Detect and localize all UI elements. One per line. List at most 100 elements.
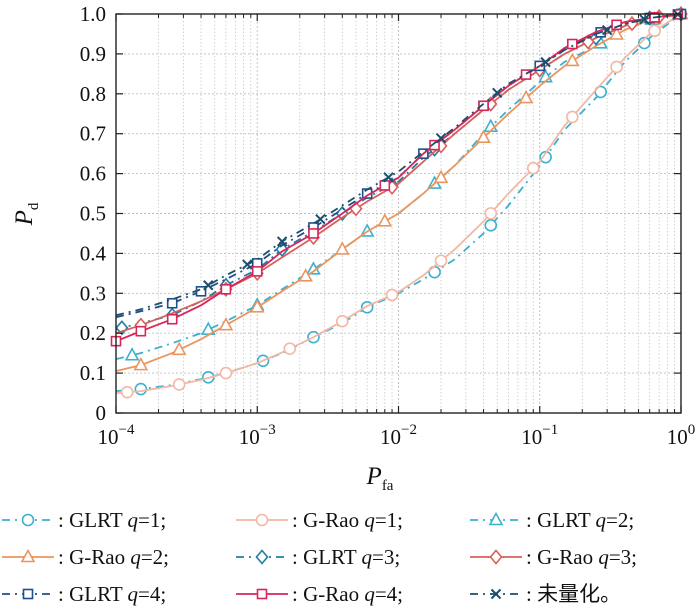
- data-point-marker: [639, 14, 650, 25]
- y-tick-label: 0.6: [80, 162, 106, 186]
- y-tick-label: 0.9: [80, 42, 106, 66]
- series-5: [115, 6, 688, 336]
- data-point-marker: [171, 341, 187, 356]
- data-point-marker: [492, 87, 503, 99]
- data-point-marker: [489, 549, 503, 565]
- data-point-marker: [256, 588, 268, 600]
- data-point-marker: [218, 317, 234, 331]
- legend-item: : 未量化。: [470, 582, 621, 606]
- data-point-marker: [478, 100, 489, 112]
- data-point-marker: [220, 284, 232, 295]
- legend-item: : G-Rao q=4;: [236, 582, 403, 606]
- data-point-marker: [484, 207, 498, 220]
- legend-label: : G-Rao q=1;: [292, 508, 403, 532]
- data-point-marker: [334, 241, 350, 255]
- data-point-marker: [124, 347, 140, 361]
- data-point-marker: [564, 52, 580, 67]
- data-point-marker: [435, 132, 447, 144]
- series-1: [115, 7, 688, 396]
- data-point-marker: [249, 299, 265, 313]
- x-tick-label: 10−1: [521, 422, 558, 449]
- data-point-marker: [255, 513, 269, 527]
- legend-item: : G-Rao q=1;: [236, 508, 403, 532]
- data-point-marker: [490, 588, 502, 600]
- legend-item: : GLRT q=3;: [236, 545, 400, 569]
- data-point-marker: [648, 24, 661, 38]
- y-tick-label: 0.7: [80, 122, 106, 146]
- data-point-marker: [283, 342, 297, 355]
- legend-item: : GLRT q=2;: [470, 508, 634, 532]
- x-axis-label: Pfa: [366, 463, 394, 494]
- data-point-marker: [255, 549, 269, 565]
- legend-label: : 未量化。: [526, 582, 621, 606]
- data-point-marker: [135, 325, 147, 337]
- data-point-marker: [21, 513, 35, 527]
- y-tick-label: 0.2: [80, 321, 106, 345]
- data-point-marker: [609, 26, 624, 40]
- series-7: [115, 8, 687, 319]
- data-point-marker: [166, 297, 178, 309]
- data-point-marker: [166, 313, 178, 325]
- x-tick-label: 10−2: [380, 422, 417, 449]
- data-point-marker: [526, 161, 540, 175]
- data-point-marker: [383, 172, 394, 183]
- legend-label: : G-Rao q=3;: [526, 545, 637, 569]
- legend-label: : G-Rao q=2;: [58, 545, 169, 569]
- series-4: [115, 5, 689, 372]
- data-point-marker: [20, 548, 36, 563]
- data-point-marker: [120, 385, 134, 399]
- series-layer: [110, 5, 689, 399]
- data-point-marker: [518, 89, 534, 104]
- legend-label: : GLRT q=2;: [526, 508, 634, 532]
- data-point-marker: [315, 213, 326, 225]
- data-point-marker: [638, 36, 651, 50]
- y-tick-label: 0.3: [80, 281, 106, 305]
- series-line: [115, 13, 682, 372]
- y-tick-label: 0: [96, 401, 107, 425]
- data-point-marker: [601, 24, 613, 36]
- data-point-marker: [134, 382, 148, 396]
- series-3: [115, 5, 689, 361]
- legend-label: : G-Rao q=4;: [292, 582, 403, 606]
- data-point-marker: [484, 219, 498, 232]
- data-point-marker: [22, 588, 34, 600]
- y-tick-label: 0.1: [80, 361, 106, 385]
- data-point-marker: [385, 288, 399, 302]
- legend-item: : GLRT q=1;: [2, 508, 166, 532]
- data-point-marker: [520, 69, 532, 80]
- data-point-marker: [251, 266, 263, 277]
- legend-item: : G-Rao q=3;: [470, 545, 637, 569]
- legend-label: : GLRT q=1;: [58, 508, 166, 532]
- y-tick-label: 0.5: [80, 202, 106, 226]
- data-point-marker: [567, 38, 578, 50]
- data-point-marker: [308, 228, 319, 239]
- x-tick-label: 10−4: [98, 422, 135, 449]
- y-tick-label: 0.8: [80, 82, 106, 106]
- series-9: [115, 9, 684, 317]
- y-tick-labels: 0 0.1 0.2 0.3 0.4 0.5 0.6 0.7 0.8 0.9 1.0: [80, 2, 107, 425]
- data-point-marker: [219, 366, 233, 380]
- legend: : GLRT q=1; : G-Rao q=1; : GLRT q=2; : G-Ra…: [2, 508, 637, 606]
- data-point-marker: [377, 213, 393, 227]
- series-2: [115, 7, 688, 399]
- tick-marks: [115, 13, 682, 414]
- data-point-marker: [429, 139, 440, 151]
- data-point-marker: [203, 280, 214, 291]
- series-line: [115, 13, 682, 394]
- data-point-marker: [172, 378, 186, 391]
- x-tick-label: 100: [667, 422, 696, 449]
- series-line: [115, 13, 682, 343]
- x-tick-label: 10−3: [239, 422, 276, 449]
- data-point-marker: [476, 129, 491, 143]
- data-point-marker: [566, 110, 579, 124]
- legend-item: : G-Rao q=2;: [2, 545, 169, 569]
- y-tick-label: 1.0: [80, 2, 106, 26]
- y-tick-label: 0.4: [80, 241, 107, 265]
- data-point-marker: [276, 236, 288, 247]
- data-point-marker: [540, 56, 551, 68]
- legend-item: : GLRT q=4;: [2, 582, 166, 606]
- data-point-marker: [242, 259, 253, 270]
- data-point-marker: [488, 511, 504, 526]
- data-point-marker: [434, 254, 448, 268]
